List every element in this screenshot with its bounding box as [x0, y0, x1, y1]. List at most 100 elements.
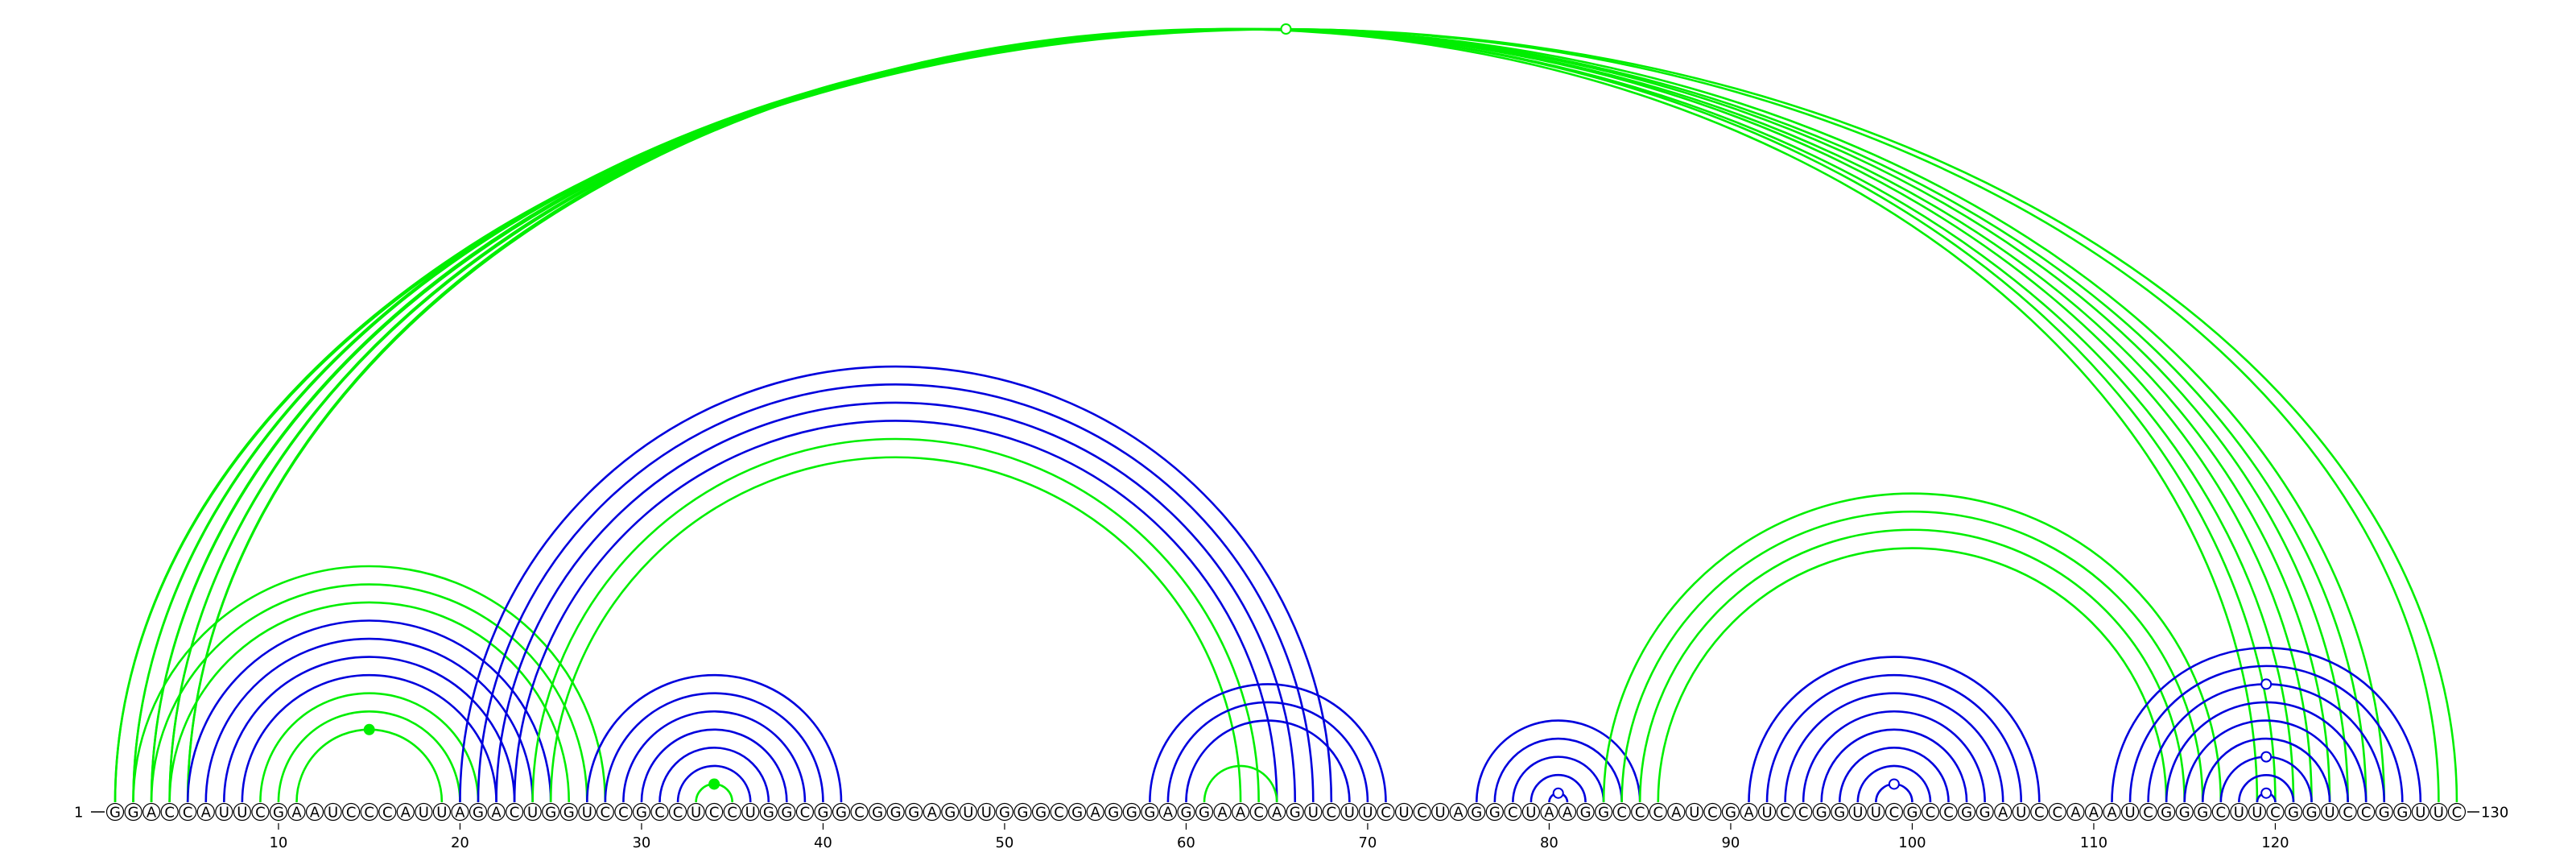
nucleotide: A [1995, 804, 2012, 822]
nucleotide: C [180, 804, 196, 822]
base-pair-arc [188, 29, 2275, 802]
nucleotide: G [633, 804, 650, 822]
nucleotide: G [2176, 804, 2193, 822]
nucleotide-letter: A [2070, 805, 2081, 822]
nucleotide-letter: C [2270, 805, 2281, 822]
nucleotide-letter: A [927, 805, 938, 822]
base-pair-arcs [115, 24, 2457, 802]
nucleotide-letter: U [745, 805, 756, 822]
nucleotide-letter: A [1163, 805, 1174, 822]
nucleotide: C [1613, 804, 1630, 822]
nucleotide-letter: A [1744, 805, 1754, 822]
end-label: 130 [2481, 805, 2508, 822]
nucleotide: U [1522, 804, 1539, 822]
nucleotide-letter: C [1798, 805, 1809, 822]
nucleotide: G [1722, 804, 1739, 822]
nucleotide: C [2339, 804, 2356, 822]
base-pair-arc [497, 403, 1295, 802]
arc-marker [1554, 789, 1563, 798]
nucleotide: G [1813, 804, 1830, 822]
nucleotide-letter: C [1054, 805, 1064, 822]
nucleotide: G [1069, 804, 1086, 822]
nucleotide-letter: A [1272, 805, 1282, 822]
nucleotide: C [1051, 804, 1067, 822]
nucleotide: C [1505, 804, 1521, 822]
nucleotide: C [343, 804, 360, 822]
arc-marker [1281, 24, 1290, 34]
tick-label: 80 [1540, 834, 1558, 851]
nucleotide-letter: G [1035, 805, 1046, 822]
tick-label: 50 [995, 834, 1013, 851]
nucleotide: A [2103, 804, 2120, 822]
nucleotide: G [1577, 804, 1594, 822]
nucleotide: U [2122, 804, 2139, 822]
nucleotide: U [579, 804, 596, 822]
nucleotide: A [1232, 804, 1249, 822]
nucleotide: G [107, 804, 124, 822]
nucleotide: C [1795, 804, 1812, 822]
nucleotide: C [379, 804, 396, 822]
nucleotide-letter: U [219, 805, 229, 822]
nucleotide: C [1885, 804, 1902, 822]
nucleotide-letter: G [1489, 805, 1501, 822]
nucleotide: C [2358, 804, 2375, 822]
nucleotide-letter: C [2361, 805, 2372, 822]
nucleotide: C [1940, 804, 1957, 822]
nucleotide: A [1269, 804, 1286, 822]
nucleotide: G [869, 804, 886, 822]
nucleotide-letter: A [455, 805, 465, 822]
nucleotide-letter: A [291, 805, 302, 822]
nucleotide-letter: C [800, 805, 811, 822]
nucleotide-letter: U [1308, 805, 1319, 822]
tick-label: 40 [814, 834, 832, 851]
nucleotide-letter: U [2234, 805, 2244, 822]
nucleotide: U [1432, 804, 1449, 822]
nucleotide: G [125, 804, 142, 822]
nucleotide: C [1414, 804, 1430, 822]
nucleotide: A [452, 804, 469, 822]
arc-marker [2261, 789, 2271, 798]
nucleotide: U [233, 804, 250, 822]
nucleotide-letter: G [763, 805, 774, 822]
nucleotide: A [197, 804, 214, 822]
nucleotide: A [2085, 804, 2102, 822]
nucleotide-letter: C [1780, 805, 1790, 822]
nucleotide-letter: C [2034, 805, 2045, 822]
nucleotide: C [706, 804, 723, 822]
nucleotide-letter: G [1126, 805, 1137, 822]
nucleotide-letter: U [2325, 805, 2335, 822]
nucleotide-letter: G [999, 805, 1010, 822]
nucleotide-letter: G [2161, 805, 2172, 822]
nucleotide-letter: U [1689, 805, 1699, 822]
nucleotide-letter: C [854, 805, 865, 822]
nucleotide: C [670, 804, 687, 822]
nucleotide: G [1178, 804, 1195, 822]
nucleotide: C [1632, 804, 1649, 822]
nucleotide: G [887, 804, 904, 822]
nucleotide: C [615, 804, 632, 822]
nucleotide-letter: U [2434, 805, 2444, 822]
nucleotide: G [1596, 804, 1612, 822]
nucleotide-letter: C [1327, 805, 1337, 822]
arc-marker [365, 725, 374, 735]
nucleotide-letter: C [727, 805, 737, 822]
base-pair-arc [514, 420, 1277, 802]
base-pair-arc [2112, 648, 2421, 802]
nucleotide-letter: A [201, 805, 212, 822]
arc-marker [709, 779, 719, 789]
nucleotide: U [433, 804, 450, 822]
nucleotide-letter: A [1217, 805, 1228, 822]
nucleotide: C [361, 804, 378, 822]
nucleotide-letter: U [1525, 805, 1536, 822]
nucleotide: U [1359, 804, 1376, 822]
nucleotide-letter: G [1979, 805, 1991, 822]
nucleotide-letter: G [128, 805, 139, 822]
nucleotide: G [1486, 804, 1503, 822]
nucleotide: G [1141, 804, 1158, 822]
nucleotide: A [1559, 804, 1576, 822]
nucleotide-letter: G [836, 805, 847, 822]
nucleotide: C [724, 804, 741, 822]
nucleotide: C [161, 804, 178, 822]
